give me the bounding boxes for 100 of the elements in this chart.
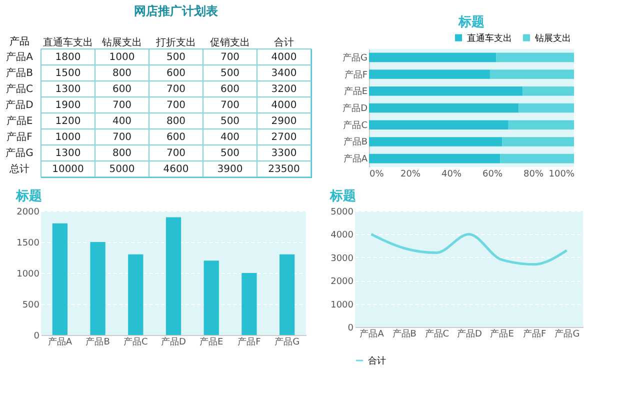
y-tick-label: 4000 [330,230,354,241]
x-tick-label: 80% [523,170,544,180]
x-tick-label: 产品A [360,328,385,340]
y-tick-label: 产品E [344,86,368,98]
data-label: 1300 [55,148,81,159]
x-tick-label: 产品G [554,328,580,340]
data-label: 1900 [55,100,81,111]
y-tick-label: 1000 [16,270,40,280]
y-tick-label: 0 [34,332,40,342]
data-label: 3300 [271,148,297,159]
data-label: 2700 [271,132,297,143]
y-tick-label: 产品E [6,115,33,127]
y-tick-label: 产品B [6,67,34,79]
y-tick-label: 2000 [330,277,354,288]
y-tick-label: 产品G [342,52,368,64]
x-tick-label: 产品G [274,336,300,348]
y-axis-title: 产品 [10,36,30,48]
data-label: 500 [220,148,240,159]
data-label: 1800 [55,52,81,63]
x-tick-label: 产品B [392,328,416,340]
data-label: 400 [220,132,240,143]
x-tick-label: 合计 [274,36,294,48]
data-label: 700 [220,52,240,63]
x-tick-label: 产品C [424,328,450,340]
y-tick-label: 产品D [342,103,368,114]
data-label: 4600 [163,164,189,175]
data-label: 4000 [271,52,297,63]
data-label: 500 [220,68,240,79]
data-label: 1000 [109,52,135,63]
chart-title: 标题 [15,189,42,204]
x-tick-label: 促销支出 [210,36,250,48]
data-label: 10000 [52,164,84,175]
bar [128,254,144,335]
data-label: 1200 [55,116,81,127]
data-label: 3400 [271,68,297,79]
data-label: 600 [166,68,186,79]
data-label: 700 [112,100,132,111]
x-tick-label: 产品D [161,336,186,348]
data-label: 700 [112,132,132,143]
bar [280,254,295,335]
x-tick-label: 产品F [523,328,546,340]
data-label: 700 [166,100,186,111]
data-label: 700 [220,100,240,111]
y-tick-label: 产品C [343,120,368,131]
y-tick-label: 产品A [343,154,368,165]
data-label: 400 [112,116,132,127]
data-label: 700 [166,148,186,159]
x-tick-label: 产品A [48,336,73,348]
y-tick-label: 2000 [16,208,40,218]
y-tick-label: 1500 [16,238,40,248]
chart-title: 标题 [329,189,356,204]
x-tick-label: 0% [370,170,384,180]
y-tick-label: 产品F [6,131,33,143]
data-label: 500 [166,52,186,63]
x-tick-label: 钻展支出 [101,36,142,48]
x-tick-label: 40% [441,170,462,180]
y-tick-label: 5000 [330,208,354,218]
x-tick-label: 产品E [200,336,224,348]
x-tick-label: 产品D [457,328,482,340]
data-label: 1300 [55,84,81,95]
data-label: 800 [112,148,132,159]
data-label: 800 [166,116,186,127]
data-label: 600 [112,84,132,95]
bar [166,217,182,335]
data-label: 2900 [271,116,297,127]
data-label: 600 [220,84,240,95]
data-label: 1500 [55,68,81,79]
x-tick-label: 60% [482,170,503,180]
y-tick-label: 产品B [343,136,368,148]
y-tick-label: 产品D [6,99,34,111]
x-tick-label: 20% [400,170,421,180]
data-label: 5000 [109,164,135,175]
data-label: 600 [166,132,186,143]
y-tick-label: 产品C [6,83,34,95]
data-label: 3200 [271,84,297,95]
x-tick-label: 直通车支出 [43,36,93,48]
x-tick-label: 产品E [490,328,514,340]
chart-title: 网店推广计划表 [134,4,219,18]
y-tick-label: 1000 [330,300,354,310]
x-tick-label: 产品B [86,336,110,348]
data-label: 1000 [55,132,81,143]
bar [90,242,106,335]
bar [242,273,257,335]
bar [52,223,68,335]
data-label: 700 [166,84,186,95]
data-label: 23500 [268,164,300,175]
y-tick-label: 产品F [344,69,368,80]
data-label: 800 [112,68,132,79]
data-label: 500 [220,116,240,127]
y-tick-label: 总计 [8,163,30,175]
y-tick-label: 3000 [330,254,354,264]
x-tick-label: 产品C [123,336,148,348]
data-label: 4000 [271,100,297,111]
x-tick-label: 打折支出 [155,36,196,48]
data-label: 3900 [217,164,243,175]
chart-title: 标题 [458,15,484,30]
legend-label: 合计 [368,356,386,366]
y-tick-label: 0 [348,324,354,334]
y-tick-label: 产品A [6,51,34,63]
x-tick-label: 100% [548,170,575,180]
